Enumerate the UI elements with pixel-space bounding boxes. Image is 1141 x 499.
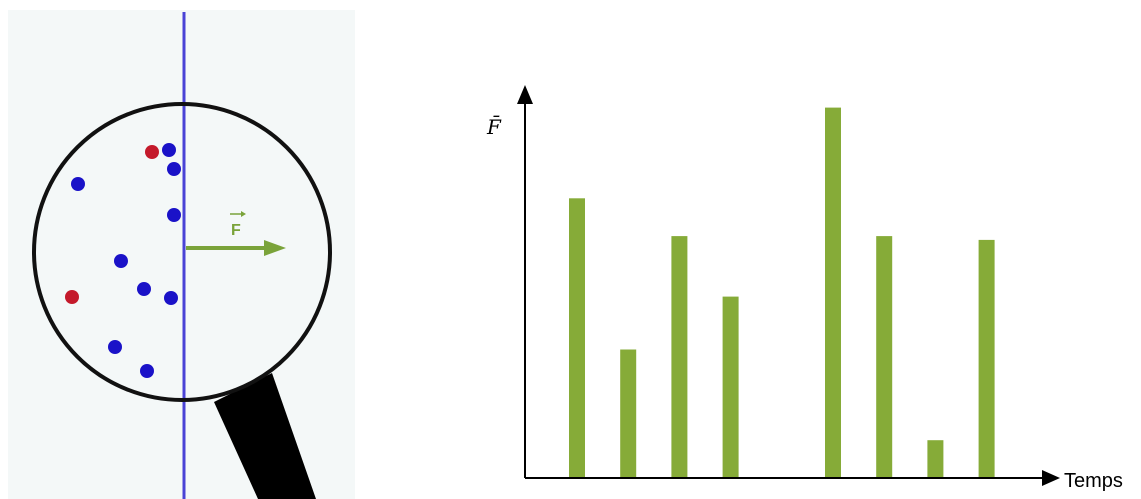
x-axis-label: Temps <box>1064 470 1123 492</box>
particle-blue <box>108 340 122 354</box>
particle-blue <box>162 143 176 157</box>
force-arrow-head <box>264 240 286 256</box>
illustration-background <box>8 10 355 499</box>
bar <box>569 198 585 479</box>
force-arrow: F <box>186 211 286 256</box>
force-label-vector-head <box>241 211 246 217</box>
y-axis-arrowhead <box>517 85 533 104</box>
particle-red <box>65 290 79 304</box>
bar <box>671 236 688 478</box>
particle-blue <box>167 162 181 176</box>
particle-blue <box>167 208 181 222</box>
particle-blue <box>164 291 178 305</box>
force-label: F <box>231 222 241 239</box>
particle-blue <box>137 282 151 296</box>
particle-blue <box>114 254 128 268</box>
particles <box>65 143 181 378</box>
magnifier-handle <box>214 373 316 499</box>
bar <box>722 296 739 478</box>
x-axis-arrowhead <box>1042 470 1060 486</box>
y-axis-label: F̄ <box>486 114 502 139</box>
magnifier-illustration: F <box>8 10 355 499</box>
particle-blue <box>140 364 154 378</box>
bars <box>569 107 995 479</box>
bar <box>825 107 841 478</box>
bar-chart: F̄ Temps <box>486 85 1123 492</box>
particle-blue <box>71 177 85 191</box>
bar <box>620 349 637 478</box>
bar <box>978 239 995 478</box>
bar <box>876 236 893 478</box>
bar <box>927 440 944 478</box>
particle-red <box>145 145 159 159</box>
lens-ring <box>32 102 332 402</box>
